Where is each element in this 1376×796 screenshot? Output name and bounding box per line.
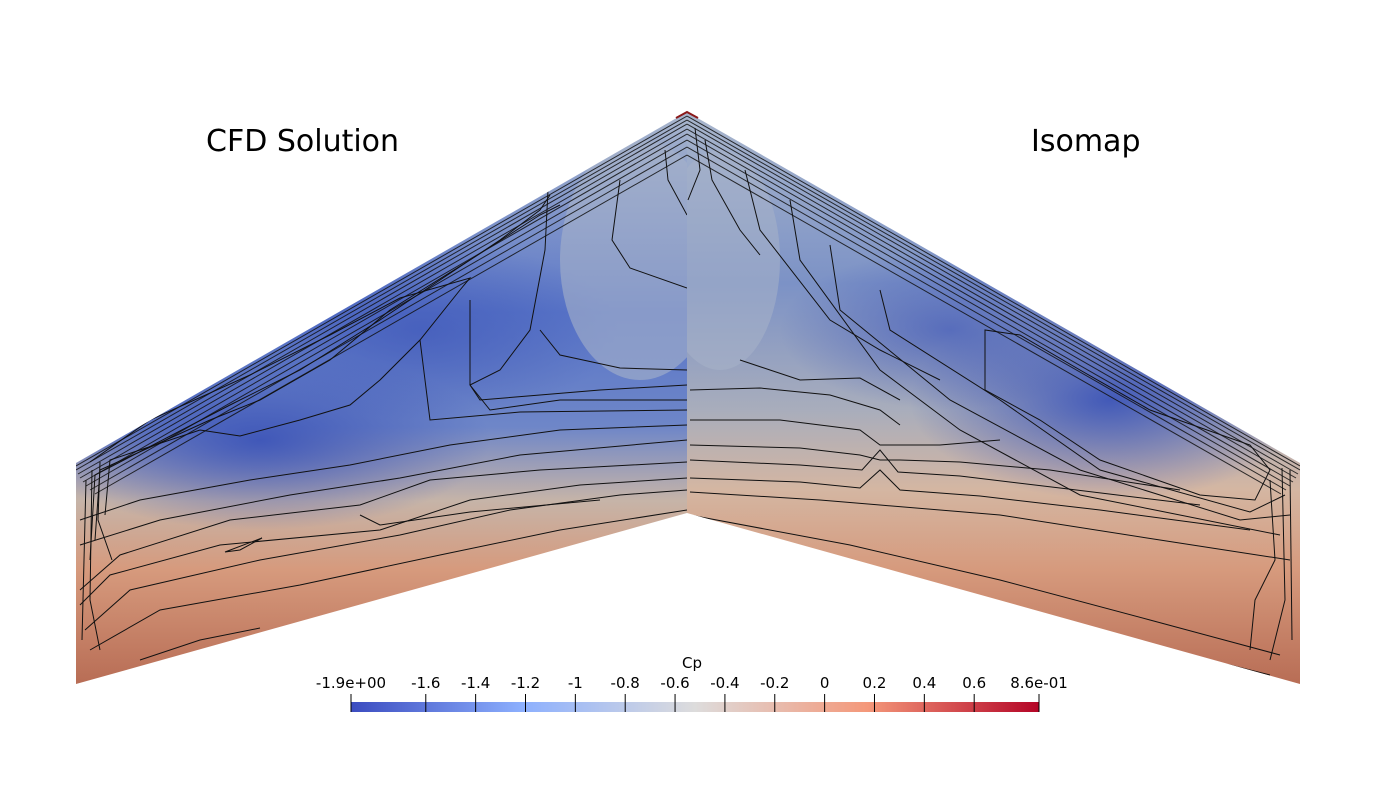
colorbar-tick-label: 0 [819,674,830,692]
cfd-solution-title: CFD Solution [206,124,400,159]
colorbar-tick-label: -0.8 [610,674,640,692]
colorbar-tick-label: 8.6e-01 [1010,674,1068,692]
colorbar-ticks [350,694,1040,712]
colorbar-gradient [351,702,1039,712]
colorbar-tick-label: 0.6 [962,674,987,692]
isomap-wing [687,112,1300,684]
colorbar-tick-label: -0.4 [710,674,740,692]
apex-leading-edge [675,110,699,119]
colorbar-tick-label: -1.9e+00 [315,674,387,692]
colorbar-tick-label: -1.2 [510,674,541,692]
colorbar-tick-label: 0.4 [912,674,937,692]
colorbar-tick-label: -1.6 [411,674,441,692]
colorbar-title: Cp [682,654,702,672]
colorbar-tick-label: -0.2 [760,674,790,692]
colorbar-tick-label: -0.6 [660,674,690,692]
colorbar-tick-label: -1 [567,674,583,692]
colorbar-tick-label: -1.4 [460,674,491,692]
cfd-solution-wing [76,112,687,684]
isomap-title: Isomap [1031,124,1141,159]
colorbar-tick-label: 0.2 [862,674,887,692]
